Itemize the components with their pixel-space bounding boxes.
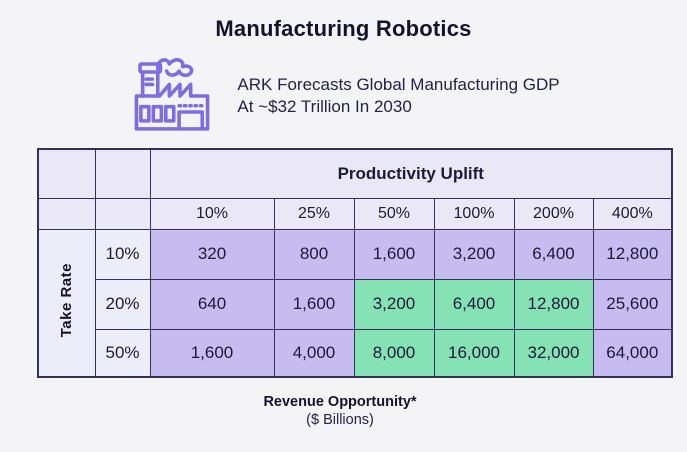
table-cell: 6,400 bbox=[513, 228, 594, 280]
column-header: 400% bbox=[592, 197, 673, 230]
row-group-header-label: Take Rate bbox=[58, 263, 76, 338]
subtitle-line-1: ARK Forecasts Global Manufacturing GDP bbox=[237, 74, 560, 94]
table-cell: 640 bbox=[149, 278, 275, 330]
column-header: 50% bbox=[353, 197, 435, 230]
table-cell: 800 bbox=[273, 228, 355, 280]
table-cell: 32,000 bbox=[513, 328, 594, 378]
row-header: 20% bbox=[94, 278, 151, 330]
table-caption: Revenue Opportunity* ($ Billions) bbox=[0, 394, 680, 428]
table-cell: 1,600 bbox=[273, 278, 355, 330]
table-cell: 25,600 bbox=[592, 278, 673, 330]
column-group-header: Productivity Uplift bbox=[149, 148, 673, 199]
table-row: 20% 640 1,600 3,200 6,400 12,800 25,600 bbox=[38, 278, 673, 330]
column-header: 200% bbox=[513, 197, 594, 230]
subtitle-line-2: At ~$32 Trillion In 2030 bbox=[237, 97, 412, 116]
corner-cell bbox=[94, 148, 151, 199]
table-cell: 4,000 bbox=[273, 328, 355, 378]
table-cell: 320 bbox=[149, 228, 275, 280]
table-cell: 1,600 bbox=[149, 328, 275, 378]
page-title: Manufacturing Robotics bbox=[215, 16, 472, 41]
table-row: 50% 1,600 4,000 8,000 16,000 32,000 64,0… bbox=[38, 328, 673, 378]
row-group-header: Take Rate bbox=[37, 228, 96, 378]
table-row: 10% 25% 50% 100% 200% 400% bbox=[37, 197, 673, 230]
factory-icon bbox=[127, 56, 217, 136]
table-cell: 3,200 bbox=[353, 278, 435, 330]
table-cell: 6,400 bbox=[433, 278, 515, 330]
column-header: 100% bbox=[433, 197, 515, 230]
header: ARK Forecasts Global Manufacturing GDP A… bbox=[0, 54, 687, 138]
row-header: 50% bbox=[94, 328, 151, 378]
corner-cell bbox=[37, 197, 96, 230]
row-header: 10% bbox=[94, 228, 151, 280]
table-cell: 8,000 bbox=[353, 328, 435, 378]
table-cell: 12,800 bbox=[513, 278, 594, 330]
table-cell: 1,600 bbox=[353, 228, 435, 280]
table-cell: 12,800 bbox=[592, 228, 673, 280]
table-cell: 3,200 bbox=[433, 228, 515, 280]
corner-cell bbox=[37, 148, 96, 199]
column-header: 10% bbox=[149, 197, 275, 230]
table-cell: 16,000 bbox=[433, 328, 515, 378]
table-row: Take Rate 10% 320 800 1,600 3,200 6,400 … bbox=[37, 228, 673, 378]
subtitle: ARK Forecasts Global Manufacturing GDP A… bbox=[237, 74, 559, 119]
table-row: Productivity Uplift bbox=[37, 148, 673, 199]
table-cell: 64,000 bbox=[592, 328, 673, 378]
column-header: 25% bbox=[273, 197, 355, 230]
caption-unit: ($ Billions) bbox=[306, 412, 374, 428]
caption-title: Revenue Opportunity* bbox=[263, 394, 417, 410]
corner-cell bbox=[94, 197, 151, 230]
revenue-opportunity-table: Productivity Uplift 10% 25% 50% 100% 200… bbox=[37, 148, 674, 378]
